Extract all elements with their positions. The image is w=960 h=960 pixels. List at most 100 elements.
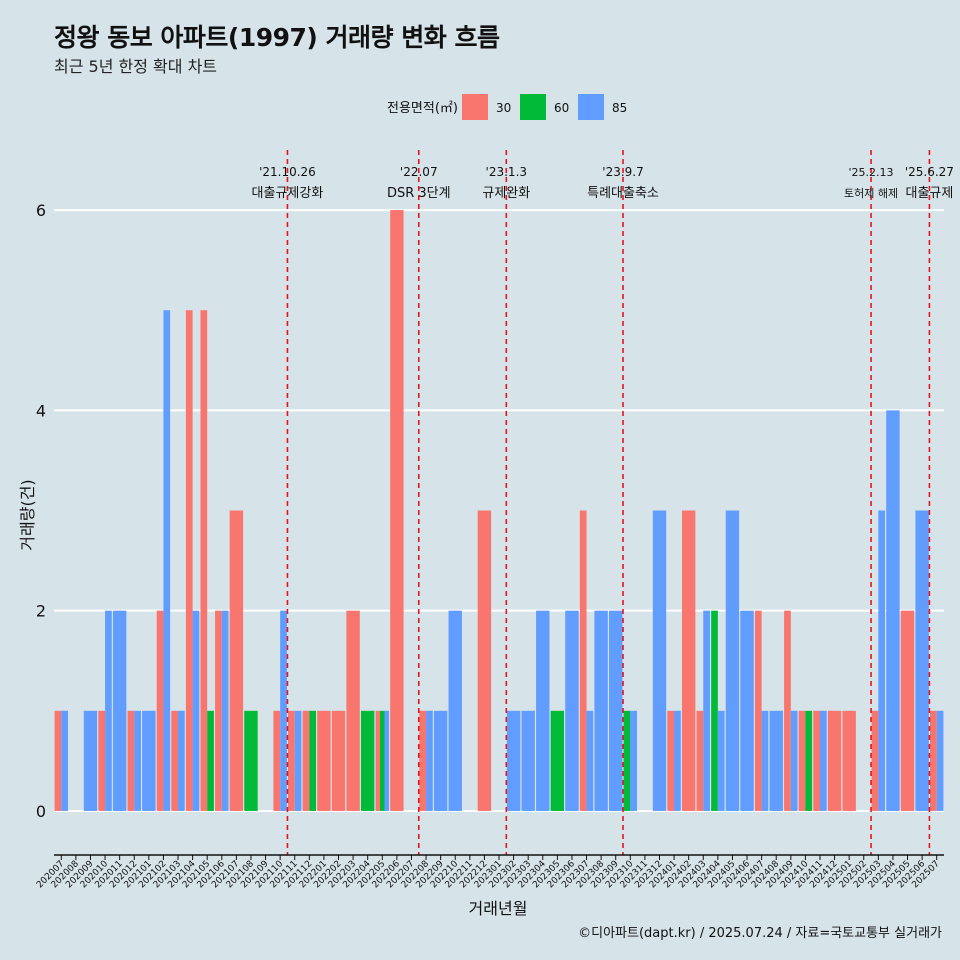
bar-202409-85 (790, 710, 798, 811)
source-caption: ©디아파트(dapt.kr) / 2025.07.24 / 자료=국토교통부 실… (578, 926, 942, 941)
bar-202503-85 (878, 510, 886, 811)
bar-202409-30 (784, 610, 791, 811)
bar-202105-60 (207, 710, 214, 811)
bar-202312-85 (652, 510, 667, 811)
chart-title: 정왕 동보 아파트(1997) 거래량 변화 흐름 (54, 23, 500, 52)
bar-202106-85 (221, 610, 229, 811)
event-date-0: '21.10.26 (259, 165, 316, 179)
bar-202410-60 (805, 710, 813, 811)
bar-202209-85 (433, 710, 448, 811)
bar-202105-30 (200, 310, 208, 811)
bar-202203-30 (346, 610, 360, 811)
event-date-2: '23.1.3 (486, 165, 527, 179)
event-date-1: '22.07 (400, 165, 438, 179)
bar-202102-85 (163, 310, 171, 811)
bar-202504-85 (886, 410, 900, 811)
bar-202110-85 (280, 610, 287, 811)
bar-202302-85 (506, 710, 521, 811)
bar-202408-85 (769, 710, 783, 811)
bar-202101-85 (142, 710, 156, 811)
bar-202012-30 (127, 710, 135, 811)
bar-202204-60 (360, 710, 375, 811)
bar-202205-30 (375, 710, 381, 811)
event-date-5: '25.6.27 (905, 165, 954, 179)
event-label-0: 대출규제강화 (252, 186, 324, 201)
chart-subtitle: 최근 5년 한정 확대 차트 (54, 57, 218, 76)
bar-202306-85 (565, 610, 579, 811)
legend-title: 전용면적(㎡) (387, 101, 458, 116)
bar-202007-30 (54, 710, 62, 811)
bar-202305-60 (550, 710, 565, 811)
bar-202205-60 (380, 710, 385, 811)
bar-202202-30 (331, 710, 346, 811)
bar-202405-85 (725, 510, 740, 811)
bar-202201-30 (317, 710, 331, 811)
event-date-3: '23.9.7 (602, 165, 643, 179)
bar-202108-60 (244, 710, 258, 811)
bar-202007-85 (61, 710, 69, 811)
event-label-5: 대출규제 (905, 186, 953, 201)
legend-label-85: 85 (612, 101, 627, 115)
bar-202401-85 (674, 710, 681, 811)
bar-202208-30 (419, 710, 427, 811)
bar-202102-30 (156, 610, 164, 811)
bar-202407-85 (761, 710, 769, 811)
legend-swatch-30 (462, 94, 488, 120)
legend: 전용면적(㎡) 30 60 85 (387, 94, 627, 120)
event-label-1: DSR 3단계 (387, 186, 451, 201)
legend-swatch-60 (520, 94, 546, 120)
bar-202103-85 (178, 710, 185, 811)
bar-202307-85 (586, 710, 594, 811)
event-date-4: '25.2.13 (849, 166, 894, 179)
legend-swatch-85 (578, 94, 604, 120)
y-tick-label-0: 0 (36, 802, 46, 821)
bar-202308-85 (594, 610, 608, 811)
bar-202112-30 (302, 710, 310, 811)
bar-202310-60 (623, 710, 631, 811)
bar-202410-30 (798, 710, 806, 811)
x-axis-label: 거래년월 (469, 899, 528, 918)
bar-202104-85 (192, 610, 200, 811)
bar-202407-30 (754, 610, 762, 811)
x-axis: 2020072020082020092020102020112020122021… (35, 854, 944, 890)
y-tick-label-2: 2 (36, 602, 46, 621)
bar-202106-30 (215, 610, 222, 811)
bar-202401-30 (667, 710, 675, 811)
bar-202309-85 (609, 610, 623, 811)
y-tick-label-6: 6 (36, 201, 46, 220)
bar-202206-30 (390, 210, 404, 811)
bar-202403-30 (696, 710, 704, 811)
bar-202411-85 (819, 710, 827, 811)
bar-202304-85 (536, 610, 550, 811)
bar-202303-85 (521, 710, 535, 811)
event-label-2: 규제완화 (482, 186, 530, 201)
bar-202310-85 (630, 710, 638, 811)
bar-202112-60 (309, 710, 317, 811)
bar-202205-85 (384, 710, 389, 811)
bar-202505-30 (900, 610, 915, 811)
bar-202208-85 (426, 710, 433, 811)
bar-202507-30 (929, 710, 937, 811)
event-label-3: 특례대출축소 (587, 186, 659, 201)
y-tick-label-4: 4 (36, 401, 46, 420)
bar-202111-85 (294, 710, 302, 811)
bar-202103-30 (171, 710, 179, 811)
legend-label-60: 60 (554, 101, 569, 115)
bars (54, 210, 944, 811)
y-axis: 0 2 4 6 (36, 201, 46, 821)
bar-202501-30 (842, 710, 856, 811)
bar-202212-30 (477, 510, 492, 811)
legend-label-30: 30 (496, 101, 511, 115)
bar-202402-30 (681, 510, 696, 811)
bar-202412-30 (827, 710, 842, 811)
bar-202107-30 (229, 510, 244, 811)
bar-202404-85 (717, 710, 725, 811)
bar-202210-85 (448, 610, 462, 811)
bar-202011-85 (112, 610, 127, 811)
bar-202411-30 (813, 710, 820, 811)
bar-202012-85 (134, 710, 141, 811)
bar-202506-85 (915, 510, 929, 811)
bar-202010-85 (105, 610, 112, 811)
